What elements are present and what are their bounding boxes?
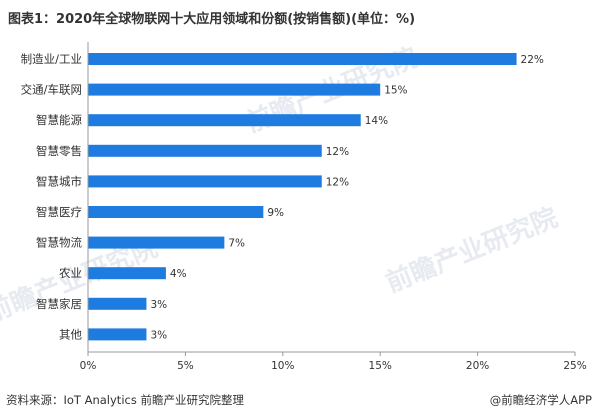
value-label-9: 3%	[150, 329, 167, 341]
bar-2	[88, 114, 361, 127]
brand-credit: @前瞻经济学人APP	[489, 393, 592, 407]
bar-9	[88, 328, 147, 341]
x-tick-label-5: 25%	[563, 360, 586, 372]
value-label-2: 14%	[365, 115, 388, 127]
chart-title: 图表1：2020年全球物联网十大应用领域和份额(按销售额)(单位：%)	[8, 12, 416, 27]
category-label-6: 智慧物流	[36, 236, 82, 250]
value-label-4: 12%	[326, 176, 349, 188]
x-ticks-group: 0% 5% 10% 15% 20% 25%	[80, 352, 587, 372]
x-tick-label-0: 0%	[80, 360, 97, 372]
value-label-1: 15%	[384, 85, 407, 97]
bar-chart: 制造业/工业交通/车联网智慧能源智慧零售智慧城市智慧医疗智慧物流农业智慧家居其他…	[21, 42, 587, 372]
value-labels-group: 22% 15% 14% 12% 12% 9% 7% 4% 3% 3%	[150, 54, 543, 341]
category-label-2: 智慧能源	[36, 113, 82, 127]
bar-0	[88, 53, 517, 65]
bar-8	[88, 297, 147, 310]
bar-1	[88, 83, 381, 96]
bar-7	[88, 267, 166, 280]
x-tick-label-3: 15%	[369, 360, 392, 372]
source-note: 资料来源：IoT Analytics 前瞻产业研究院整理	[6, 393, 244, 407]
category-label-5: 智慧医疗	[36, 205, 82, 219]
value-label-5: 9%	[267, 207, 284, 219]
value-label-7: 4%	[170, 268, 187, 280]
bar-4	[88, 175, 322, 188]
category-label-4: 智慧城市	[36, 174, 82, 188]
value-label-6: 7%	[228, 238, 245, 250]
bars-group	[88, 53, 517, 341]
value-label-8: 3%	[150, 299, 167, 311]
bar-6	[88, 236, 225, 249]
x-tick-label-4: 20%	[466, 360, 489, 372]
category-label-7: 农业	[59, 266, 82, 280]
category-label-1: 交通/车联网	[21, 83, 82, 97]
value-label-3: 12%	[326, 146, 349, 158]
bar-5	[88, 206, 264, 218]
category-label-3: 智慧零售	[36, 144, 82, 158]
category-label-9: 其他	[59, 327, 82, 341]
bar-3	[88, 144, 322, 157]
category-label-8: 智慧家居	[36, 297, 82, 311]
category-label-0: 制造业/工业	[21, 52, 82, 66]
x-tick-label-1: 5%	[177, 360, 194, 372]
value-label-0: 22%	[521, 54, 544, 66]
x-tick-label-2: 10%	[271, 360, 294, 372]
